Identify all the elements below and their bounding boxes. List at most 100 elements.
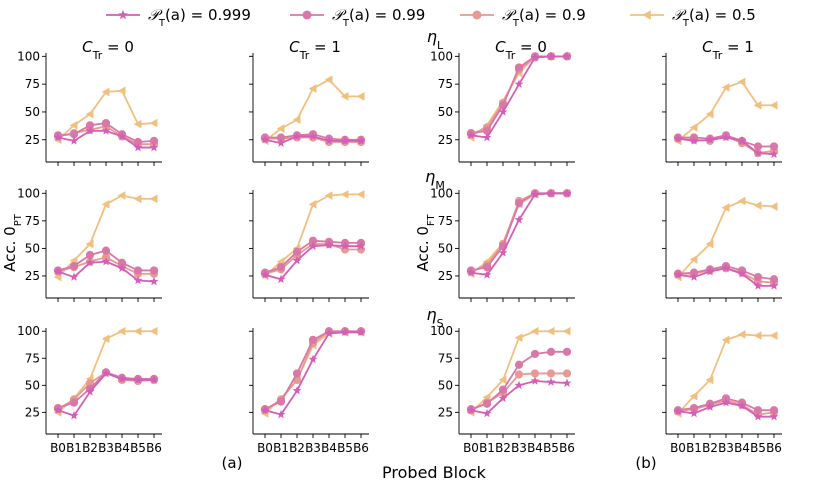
data-point xyxy=(53,132,63,142)
data-point xyxy=(546,51,556,61)
x-tick-label: B2 xyxy=(495,441,511,455)
series-0 xyxy=(673,397,779,421)
data-point xyxy=(292,247,302,256)
data-point xyxy=(753,148,763,157)
legend-item: 𝒫T(a) = 0.99 xyxy=(290,6,425,29)
data-point xyxy=(149,276,159,286)
data-point xyxy=(546,326,555,336)
x-tick-label: B5 xyxy=(130,441,146,455)
y-axis-label-right: Acc. 0FT xyxy=(414,213,437,271)
column-title: CTr = 0 xyxy=(495,38,547,62)
panel: 25 50 75 100 xyxy=(430,186,575,302)
panel: 25 50 75 100 B0 B1 B2 B3 B4 B5 B6 xyxy=(17,324,162,455)
x-tick-label: B1 xyxy=(66,441,82,455)
x-tick-label: B4 xyxy=(734,441,750,455)
data-point xyxy=(149,266,159,275)
data-point xyxy=(308,335,318,344)
panel-a-label: (a) xyxy=(222,454,243,472)
panel xyxy=(662,53,782,166)
data-point xyxy=(133,194,142,204)
data-point xyxy=(689,391,698,401)
legend-marker xyxy=(302,10,312,20)
y-tick-label: 75 xyxy=(438,77,453,91)
x-tick-label: B0 xyxy=(670,441,686,455)
data-point xyxy=(530,52,540,62)
data-point xyxy=(514,380,524,390)
y-tick-label: 100 xyxy=(430,49,453,63)
data-point xyxy=(721,83,730,92)
data-point xyxy=(69,261,79,271)
data-point xyxy=(498,107,508,116)
y-tick-label: 25 xyxy=(438,405,453,419)
y-tick-label: 50 xyxy=(25,378,40,392)
data-point xyxy=(753,412,763,421)
data-point xyxy=(101,246,111,255)
series-3 xyxy=(673,77,778,146)
panel: 25 50 75 100 xyxy=(17,49,162,166)
y-tick-label: 75 xyxy=(438,351,453,365)
data-point xyxy=(340,327,350,337)
data-point xyxy=(85,109,94,119)
data-point xyxy=(737,269,747,278)
data-point xyxy=(769,100,778,110)
data-point xyxy=(769,331,778,340)
data-point xyxy=(101,334,110,344)
data-point xyxy=(308,241,318,250)
row-title: ηS xyxy=(426,305,443,330)
data-point xyxy=(85,250,95,260)
data-point xyxy=(101,118,111,128)
x-tick-label: B0 xyxy=(50,441,66,455)
x-axis-label: Probed Block xyxy=(382,463,487,482)
column-title: CTr = 1 xyxy=(289,38,341,62)
x-tick-label: B2 xyxy=(82,441,98,455)
data-point xyxy=(308,84,317,93)
data-point xyxy=(705,239,714,249)
data-point xyxy=(85,239,94,249)
data-point xyxy=(753,201,762,210)
x-tick-label: B5 xyxy=(750,441,766,455)
series-0 xyxy=(53,368,159,420)
data-point xyxy=(69,120,78,130)
data-point xyxy=(562,51,572,61)
data-point xyxy=(769,412,779,421)
data-point xyxy=(101,200,110,209)
x-tick-label: B6 xyxy=(353,441,369,455)
series-0 xyxy=(260,240,366,284)
data-point xyxy=(498,393,508,403)
data-point xyxy=(117,86,126,96)
legend-marker xyxy=(642,10,651,20)
data-point xyxy=(689,136,699,145)
panel-b-label: (b) xyxy=(635,454,656,472)
data-point xyxy=(514,199,524,208)
x-tick-label: B4 xyxy=(321,441,337,455)
data-point xyxy=(737,136,747,145)
data-point xyxy=(69,398,79,407)
row-title: ηM xyxy=(425,167,445,192)
y-tick-label: 25 xyxy=(438,269,453,283)
data-point xyxy=(69,410,79,420)
data-point xyxy=(769,202,778,211)
y-tick-label: 100 xyxy=(17,49,40,63)
legend-marker xyxy=(472,10,482,20)
data-point xyxy=(85,126,95,135)
data-point xyxy=(276,409,286,419)
data-point xyxy=(292,369,302,378)
data-point xyxy=(498,375,507,385)
data-point xyxy=(689,255,698,264)
data-point xyxy=(753,272,763,282)
data-point xyxy=(689,272,699,281)
y-tick-label: 25 xyxy=(438,133,453,147)
column-title: CTr = 1 xyxy=(702,38,754,62)
data-point xyxy=(292,115,301,125)
data-point xyxy=(753,100,762,110)
data-point xyxy=(276,397,286,406)
data-point xyxy=(466,405,476,414)
data-point xyxy=(753,281,763,290)
y-tick-label: 75 xyxy=(25,351,40,365)
data-point xyxy=(562,188,572,198)
data-point xyxy=(117,326,126,336)
data-point xyxy=(260,270,270,279)
y-tick-label: 100 xyxy=(430,324,453,338)
data-point xyxy=(769,281,779,290)
series-0 xyxy=(260,131,366,147)
